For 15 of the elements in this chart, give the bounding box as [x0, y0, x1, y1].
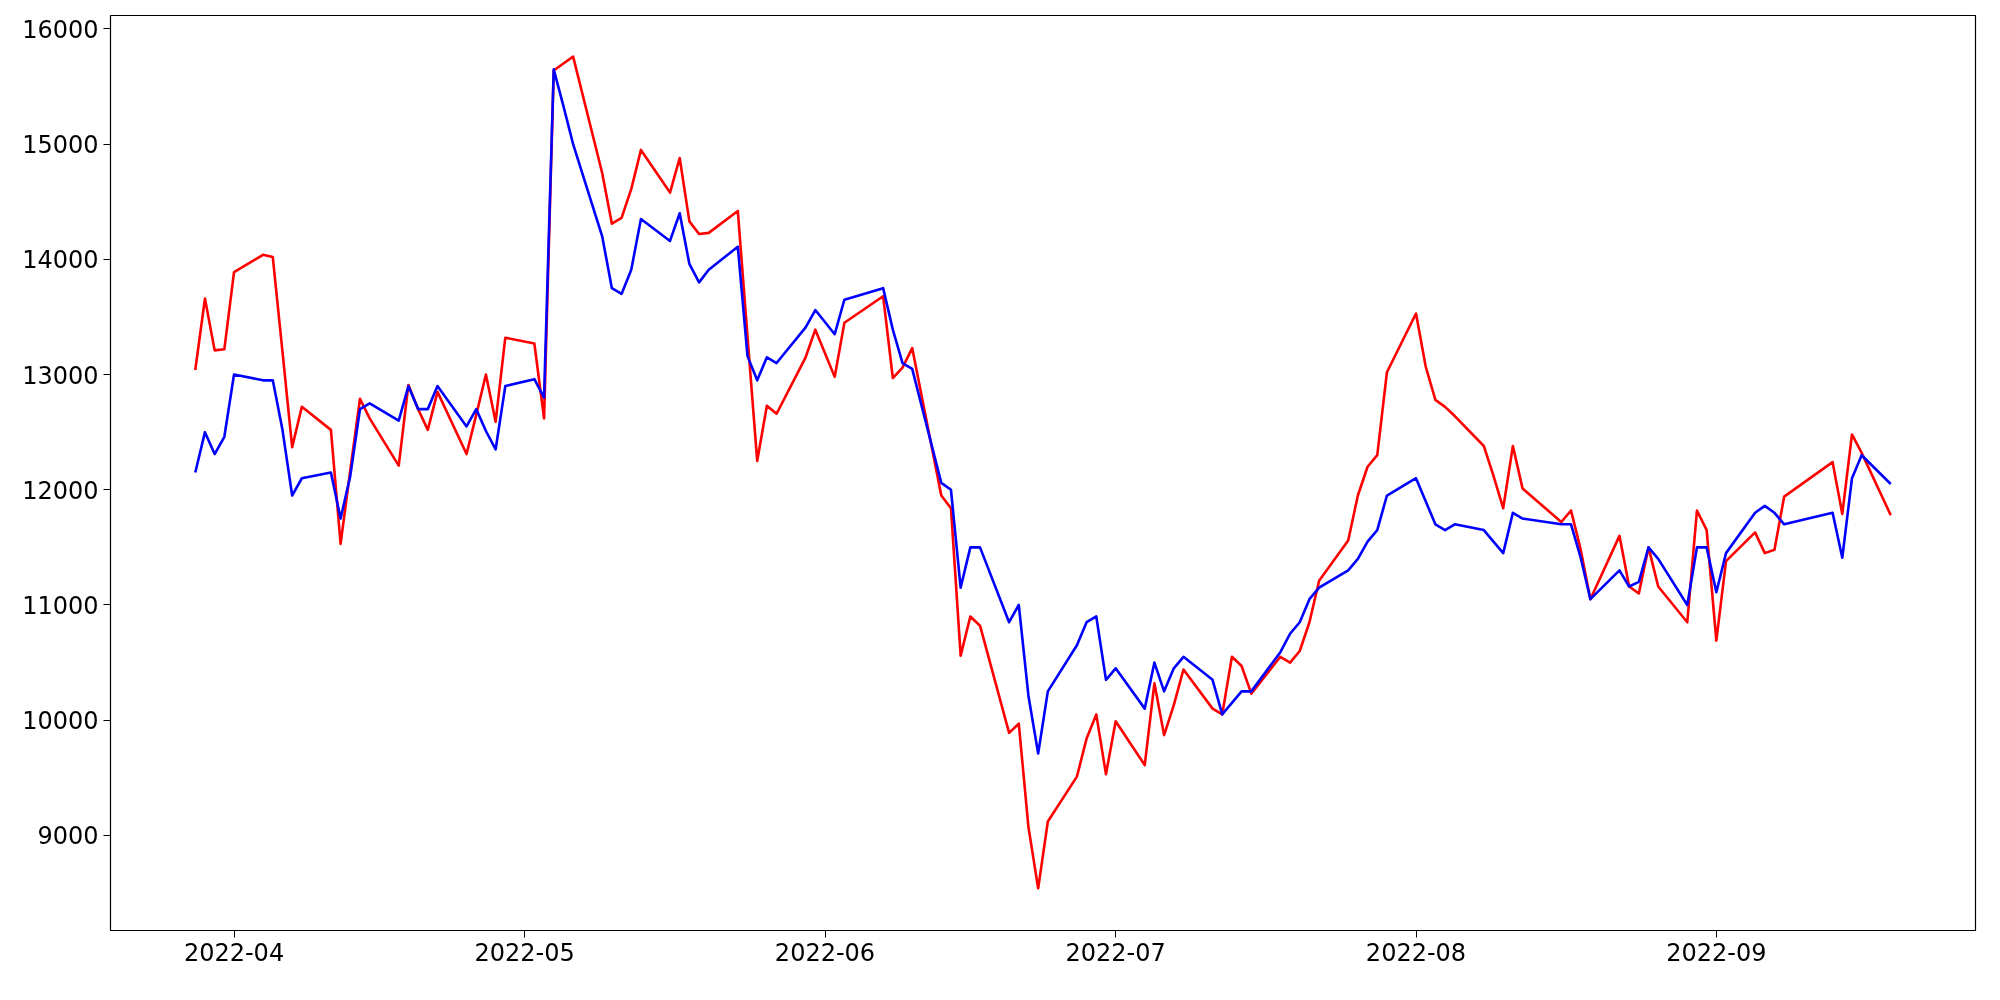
x-tick-label: 2022-08 — [1365, 938, 1467, 967]
y-tick-label: 15000 — [22, 131, 99, 160]
x-tick-label: 2022-09 — [1666, 938, 1767, 967]
x-tick-label: 2022-04 — [183, 938, 285, 967]
y-tick-label: 12000 — [22, 476, 99, 505]
y-tick-label: 11000 — [22, 591, 99, 620]
x-tick-label: 2022-07 — [1065, 938, 1166, 967]
line-series — [193, 68, 1893, 755]
y-tick-label: 16000 — [22, 15, 99, 44]
y-tick-label: 14000 — [22, 246, 99, 275]
y-tick-label: 13000 — [22, 361, 99, 390]
x-tick-label: 2022-05 — [474, 938, 575, 967]
y-tick-label: 9000 — [37, 822, 99, 851]
x-tick-label: 2022-06 — [774, 938, 876, 967]
y-tick-label: 10000 — [22, 707, 99, 736]
